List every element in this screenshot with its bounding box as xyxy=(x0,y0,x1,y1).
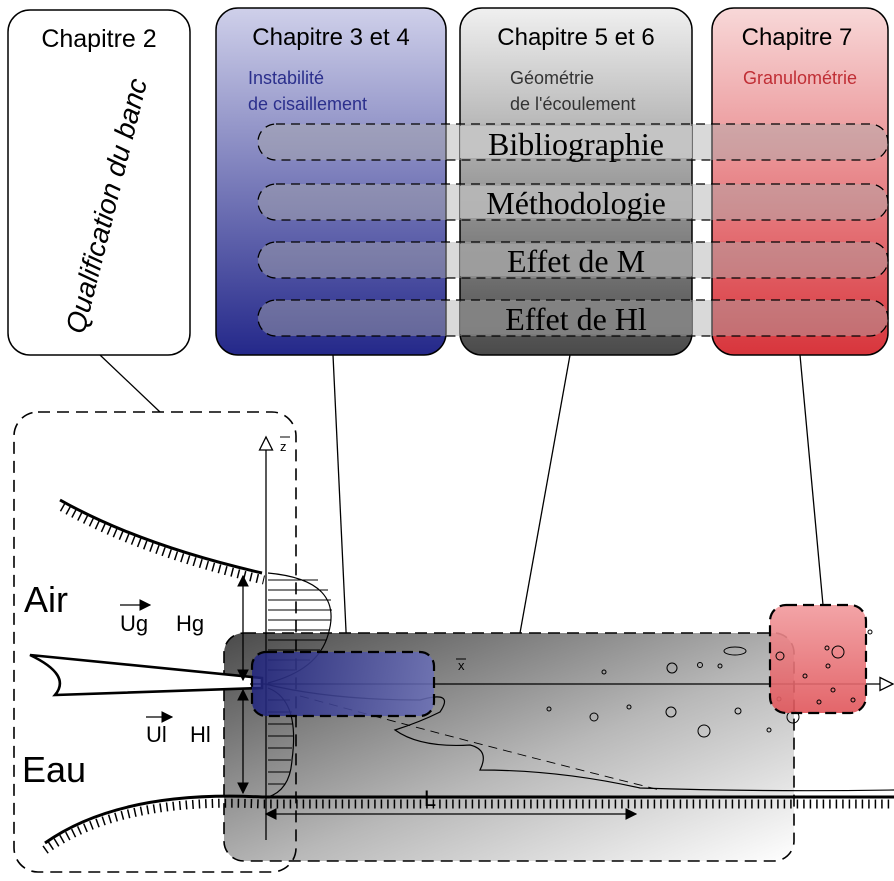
chapter-3-4-box: Chapitre 3 et 4 Instabilité de cisaillem… xyxy=(215,7,447,356)
shear-instability-region xyxy=(250,650,436,718)
hl-label: Hl xyxy=(190,722,211,747)
row-band-effet-hl: Effet de Hl xyxy=(257,299,889,337)
ug-label: Ug xyxy=(120,611,148,636)
air-label: Air xyxy=(24,579,68,620)
ul-label: Ul xyxy=(146,722,167,747)
granulometry-region xyxy=(768,603,868,715)
connector-lines xyxy=(99,354,824,653)
granulometry-droplets xyxy=(775,645,856,705)
row-label-effet-hl: Effet de Hl xyxy=(505,301,647,337)
chapter-7-title: Chapitre 7 xyxy=(742,24,853,51)
row-band-bibliographie: Bibliographie xyxy=(257,123,889,162)
length-label: L xyxy=(424,786,436,811)
row-label-bibliographie: Bibliographie xyxy=(488,126,664,162)
chapter-7-box: Chapitre 7 Granulométrie xyxy=(711,7,889,356)
water-label: Eau xyxy=(22,749,86,790)
connector-ch56 xyxy=(519,354,571,634)
hg-label: Hg xyxy=(176,611,204,636)
row-bands: Bibliographie Méthodologie Effet de M Ef… xyxy=(257,123,889,337)
chapter-5-6-title: Chapitre 5 et 6 xyxy=(497,24,654,51)
chapter-5-6-subtitle-1: Géométrie xyxy=(510,68,594,88)
row-band-methodologie: Méthodologie xyxy=(257,183,889,221)
row-label-effet-m: Effet de M xyxy=(507,243,645,279)
chapter-3-4-subtitle-2: de cisaillement xyxy=(248,94,367,114)
bench-region-box xyxy=(13,411,297,873)
row-label-methodologie: Méthodologie xyxy=(486,185,666,221)
chapter-2-title: Chapitre 2 xyxy=(41,25,156,53)
splitter-plate xyxy=(29,653,264,697)
x-axis-label: x xyxy=(458,658,465,673)
connector-ch34 xyxy=(332,354,348,653)
chapter-5-6-subtitle-2: de l'écoulement xyxy=(510,94,636,114)
chapter-3-4-subtitle-1: Instabilité xyxy=(248,68,324,88)
chapter-3-4-title: Chapitre 3 et 4 xyxy=(252,24,409,51)
row-band-effet-m: Effet de M xyxy=(257,241,889,279)
z-axis-label: z xyxy=(280,439,287,454)
upper-wall xyxy=(59,498,263,575)
connector-ch2 xyxy=(99,354,161,413)
droplets xyxy=(546,629,873,738)
chapter-2-box: Chapitre 2 Qualification du banc xyxy=(7,9,191,356)
flow-schematic: z x L xyxy=(13,411,894,873)
chapter-7-subtitle: Granulométrie xyxy=(743,68,857,88)
connector-ch7 xyxy=(799,354,824,606)
lower-wall xyxy=(44,794,894,845)
